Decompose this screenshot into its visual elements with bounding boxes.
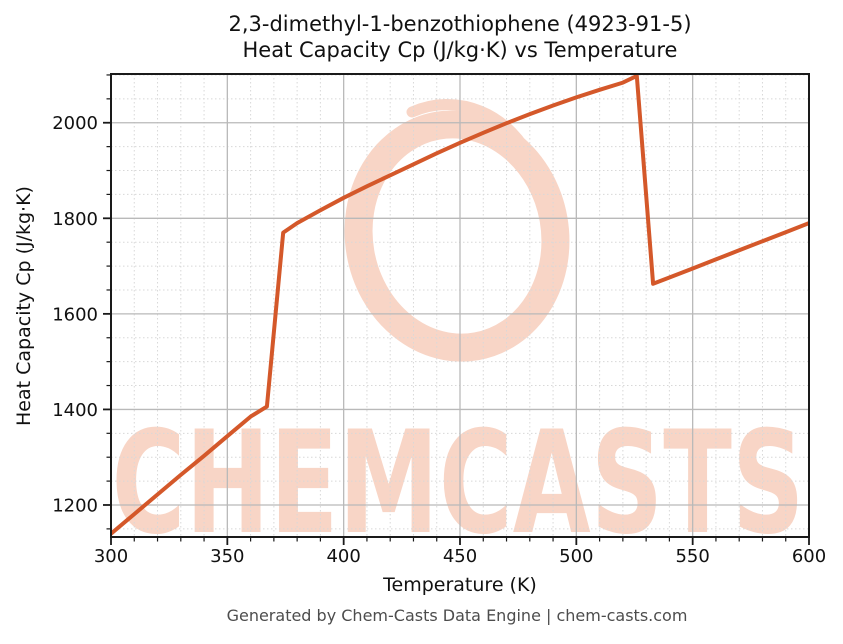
x-tick-label: 450 bbox=[443, 546, 477, 567]
y-axis-label: Heat Capacity Cp (J/kg·K) bbox=[13, 186, 35, 426]
chart-title-line1: 2,3-dimethyl-1-benzothiophene (4923-91-5… bbox=[228, 12, 692, 36]
watermark-logo-swoosh bbox=[406, 99, 538, 168]
x-axis-label: Temperature (K) bbox=[383, 574, 537, 596]
y-tick-label: 1800 bbox=[52, 209, 98, 230]
x-tick-label: 550 bbox=[675, 546, 709, 567]
y-tick-label: 2000 bbox=[52, 113, 98, 134]
x-tick-label: 500 bbox=[559, 546, 593, 567]
x-tick-label: 400 bbox=[326, 546, 360, 567]
footer-attribution: Generated by Chem-Casts Data Engine | ch… bbox=[226, 606, 688, 625]
watermark-group: CHEMCASTS bbox=[112, 99, 805, 566]
y-tick-label: 1400 bbox=[52, 400, 98, 421]
x-tick-label: 300 bbox=[94, 546, 128, 567]
x-tick-label: 600 bbox=[792, 546, 826, 567]
chart-title-line2: Heat Capacity Cp (J/kg·K) vs Temperature bbox=[242, 38, 678, 62]
watermark-text: CHEMCASTS bbox=[112, 401, 805, 566]
x-tick-label: 350 bbox=[210, 546, 244, 567]
chart-title: 2,3-dimethyl-1-benzothiophene (4923-91-5… bbox=[228, 11, 691, 63]
y-tick-label: 1200 bbox=[52, 495, 98, 516]
major-grid bbox=[111, 74, 809, 537]
cp-vs-temperature-line bbox=[111, 74, 809, 536]
axis-ticks bbox=[103, 74, 810, 545]
watermark-logo-swoosh-small bbox=[530, 254, 553, 306]
y-tick-label: 1600 bbox=[52, 304, 98, 325]
